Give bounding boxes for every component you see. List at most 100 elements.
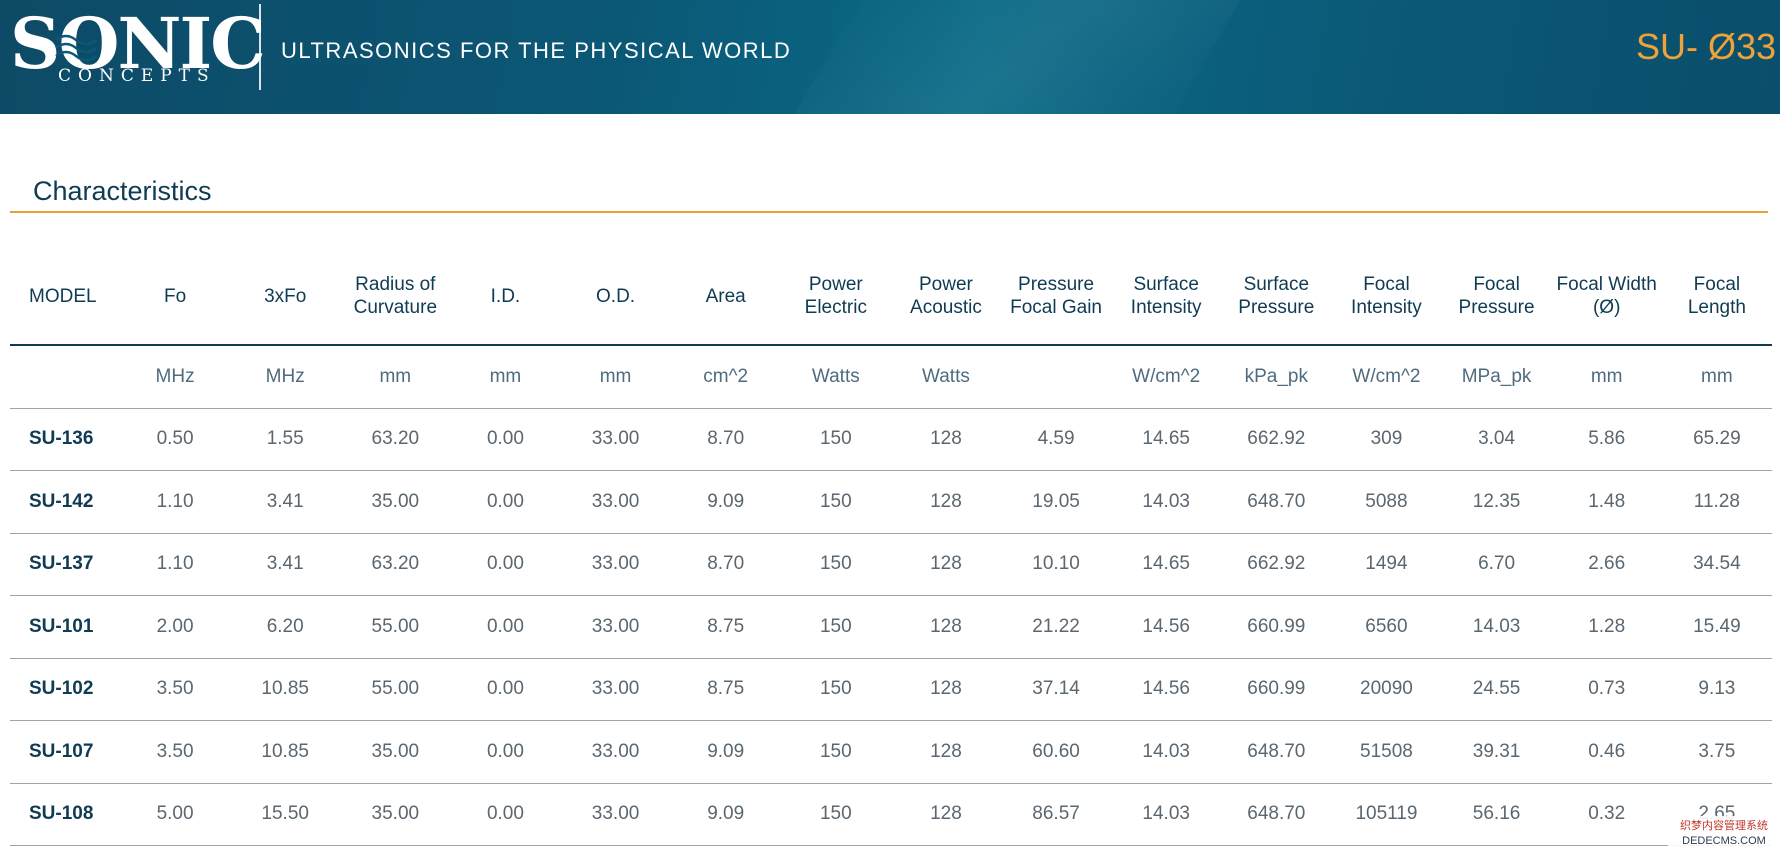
table-cell: 2.66 [1551, 533, 1662, 596]
table-cell: 0.00 [450, 470, 561, 534]
unit-cell: MPa_pk [1441, 345, 1552, 409]
table-cell: 6.70 [1441, 533, 1552, 596]
table-cell: 128 [890, 595, 1001, 659]
table-cell: 6.20 [230, 595, 341, 659]
col-header-od: O.D. [560, 248, 671, 346]
sonic-concepts-logo[interactable]: SONIC CONCEPTS [10, 4, 266, 106]
table-cell: 65.29 [1661, 408, 1772, 471]
unit-cell: mm [340, 345, 451, 409]
model-cell: SU-107 [10, 720, 120, 784]
table-cell: 150 [780, 533, 891, 596]
table-cell: 8.75 [670, 658, 781, 721]
table-cell: 55.00 [340, 595, 451, 659]
unit-cell: W/cm^2 [1331, 345, 1442, 409]
table-cell: 309 [1331, 408, 1442, 471]
table-cell: 3.04 [1441, 408, 1552, 471]
table-cell: 3.75 [1661, 720, 1772, 784]
table-cell: 14.03 [1111, 783, 1222, 846]
table-cell: 1.55 [230, 408, 341, 471]
table-cell: 1.10 [120, 533, 231, 596]
table-cell: 15.49 [1661, 595, 1772, 659]
col-header-power-acoustic: Power Acoustic [890, 248, 1001, 346]
table-cell: 35.00 [340, 720, 451, 784]
table-cell: 35.00 [340, 783, 451, 846]
table-cell: 14.03 [1111, 470, 1222, 534]
table-row: SU-136 0.50 1.55 63.20 0.00 33.00 8.70 150 128 4.… [10, 408, 1772, 471]
table-cell: 9.09 [670, 470, 781, 534]
table-row: SU-137 1.10 3.41 63.20 0.00 33.00 8.70 150 128 10… [10, 533, 1772, 596]
table-cell: 5.86 [1551, 408, 1662, 471]
table-cell: 662.92 [1221, 408, 1332, 471]
table-cell: 0.00 [450, 783, 561, 846]
table-cell: 1.28 [1551, 595, 1662, 659]
table-row: SU-101 2.00 6.20 55.00 0.00 33.00 8.75 150 128 21… [10, 595, 1772, 659]
unit-cell [10, 345, 120, 409]
model-cell: SU-102 [10, 658, 120, 721]
table-cell: 1.10 [120, 470, 231, 534]
table-cell: 5088 [1331, 470, 1442, 534]
table-cell: 33.00 [560, 720, 671, 784]
table-cell: 34.54 [1661, 533, 1772, 596]
table-cell: 648.70 [1221, 783, 1332, 846]
table-cell: 39.31 [1441, 720, 1552, 784]
col-header-focal-pressure: Focal Pressure [1441, 248, 1552, 346]
table-cell: 128 [890, 658, 1001, 721]
characteristics-table: MODEL Fo 3xFo Radius of Curvature I.D. O… [10, 248, 1772, 846]
table-cell: 51508 [1331, 720, 1442, 784]
table-cell: 1.48 [1551, 470, 1662, 534]
table-cell: 33.00 [560, 783, 671, 846]
table-cell: 24.55 [1441, 658, 1552, 721]
col-header-pressure-focal-gain: Pressure Focal Gain [1001, 248, 1112, 346]
table-row: SU-107 3.50 10.85 35.00 0.00 33.00 9.09 150 128 6… [10, 720, 1772, 784]
table-cell: 12.35 [1441, 470, 1552, 534]
table-cell: 660.99 [1221, 658, 1332, 721]
unit-cell: mm [1551, 345, 1662, 409]
model-code: SU- Ø33 [1635, 26, 1776, 67]
table-cell: 33.00 [560, 658, 671, 721]
table-cell: 0.32 [1551, 783, 1662, 846]
table-cell: 5.00 [120, 783, 231, 846]
table-cell: 0.00 [450, 595, 561, 659]
table-cell: 55.00 [340, 658, 451, 721]
model-cell: SU-142 [10, 470, 120, 534]
table-cell: 15.50 [230, 783, 341, 846]
table-cell: 150 [780, 408, 891, 471]
table-cell: 33.00 [560, 595, 671, 659]
table-cell: 35.00 [340, 470, 451, 534]
logo-subtitle: CONCEPTS [58, 66, 216, 86]
col-header-radius-of-curvature: Radius of Curvature [340, 248, 451, 346]
table-cell: 19.05 [1001, 470, 1112, 534]
table-cell: 14.56 [1111, 595, 1222, 659]
table-cell: 662.92 [1221, 533, 1332, 596]
col-header-area: Area [670, 248, 781, 346]
model-cell: SU-101 [10, 595, 120, 659]
table-cell: 128 [890, 533, 1001, 596]
col-header-fo: Fo [120, 248, 231, 346]
table-cell: 14.65 [1111, 408, 1222, 471]
table-cell: 150 [780, 783, 891, 846]
units-row: MHz MHz mm mm mm cm^2 Watts Watts W/cm^2… [10, 345, 1772, 409]
table-cell: 150 [780, 470, 891, 534]
table-cell: 10.10 [1001, 533, 1112, 596]
table-cell: 14.56 [1111, 658, 1222, 721]
col-header-surface-pressure: Surface Pressure [1221, 248, 1332, 346]
table-cell: 10.85 [230, 720, 341, 784]
table-cell: 105119 [1331, 783, 1442, 846]
table-cell: 660.99 [1221, 595, 1332, 659]
table-cell: 4.59 [1001, 408, 1112, 471]
table-cell: 0.73 [1551, 658, 1662, 721]
unit-cell: mm [560, 345, 671, 409]
col-header-focal-width: Focal Width (Ø) [1551, 248, 1662, 346]
table-cell: 21.22 [1001, 595, 1112, 659]
table-row: SU-108 5.00 15.50 35.00 0.00 33.00 9.09 150 128 8… [10, 783, 1772, 846]
table-header-row: MODEL Fo 3xFo Radius of Curvature I.D. O… [10, 248, 1772, 346]
table-row: SU-142 1.10 3.41 35.00 0.00 33.00 9.09 150 128 19… [10, 470, 1772, 534]
col-header-id: I.D. [450, 248, 561, 346]
table-cell: 33.00 [560, 408, 671, 471]
table-cell: 8.70 [670, 408, 781, 471]
table-cell: 9.09 [670, 720, 781, 784]
table-cell: 128 [890, 783, 1001, 846]
table-cell: 0.46 [1551, 720, 1662, 784]
table-row: SU-102 3.50 10.85 55.00 0.00 33.00 8.75 150 128 3… [10, 658, 1772, 721]
table-cell: 3.50 [120, 658, 231, 721]
